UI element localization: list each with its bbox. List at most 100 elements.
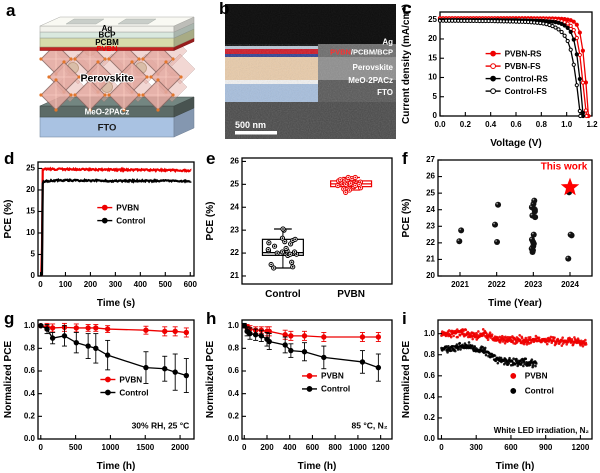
svg-text:0: 0 [439, 443, 444, 452]
svg-text:Normalized PCE: Normalized PCE [401, 341, 412, 419]
svg-text:0.6: 0.6 [228, 366, 240, 375]
svg-text:24: 24 [230, 202, 239, 211]
panel-letter-f: f [402, 149, 408, 168]
svg-text:Ag: Ag [382, 38, 393, 47]
svg-text:This work: This work [541, 161, 588, 172]
svg-text:1500: 1500 [136, 443, 154, 452]
svg-text:PCBM: PCBM [95, 38, 119, 47]
panel-letter-i: i [402, 309, 407, 328]
svg-text:PVBN: PVBN [337, 289, 365, 300]
panel-letter-a: a [6, 1, 16, 20]
svg-text:Time (h): Time (h) [97, 461, 136, 472]
svg-text:1.0: 1.0 [424, 329, 436, 338]
panel-e-pce-boxplot: e Control PVBN 21 22 23 24 25 26 PCE (%) [202, 149, 398, 310]
svg-text:PVBN-FS: PVBN-FS [505, 62, 541, 71]
panel-letter-d: d [4, 149, 15, 168]
svg-text:0.6: 0.6 [24, 366, 36, 375]
svg-text:PVBN: PVBN [119, 375, 142, 384]
svg-text:15: 15 [26, 207, 35, 216]
svg-text:PVBN: PVBN [525, 372, 548, 381]
svg-text:20: 20 [26, 185, 35, 194]
svg-text:24: 24 [426, 205, 435, 214]
svg-text:Normalized PCE: Normalized PCE [3, 341, 14, 419]
svg-text:Ag: Ag [102, 24, 113, 33]
svg-text:Control-FS: Control-FS [505, 87, 548, 96]
svg-text:2023: 2023 [524, 280, 542, 289]
svg-text:Time (s): Time (s) [97, 298, 135, 309]
panel-d-mpp-tracking: d 0 100 200 300 400 500 600 0 5 10 15 20 25 Time (s) P… [0, 149, 202, 310]
pce-vs-time-chart: 0 100 200 300 400 500 600 0 5 10 15 20 25 Time (s) PCE… [3, 161, 198, 309]
svg-text:0: 0 [433, 111, 438, 120]
svg-text:600: 600 [504, 443, 518, 452]
svg-text:0.2: 0.2 [228, 411, 240, 420]
svg-text:200: 200 [84, 280, 98, 289]
svg-text:25: 25 [230, 179, 239, 188]
svg-text:PVBN-RS: PVBN-RS [505, 49, 542, 58]
panel-c-jv-curves: c 0.0 0.2 0.4 0.6 0.8 1.0 1.2 0 5 10 15 20 25 Voltage… [398, 0, 600, 150]
svg-text:PCE (%): PCE (%) [205, 202, 216, 241]
svg-text:0.8: 0.8 [24, 343, 36, 352]
svg-text:23: 23 [426, 221, 435, 230]
svg-text:Normalized PCE: Normalized PCE [205, 341, 216, 419]
svg-text:27: 27 [426, 155, 435, 164]
panel-letter-h: h [206, 309, 217, 328]
svg-text:200: 200 [260, 443, 274, 452]
svg-text:0.8: 0.8 [228, 343, 240, 352]
svg-text:25: 25 [426, 188, 435, 197]
panel-i-light-stability: i 0 300 600 900 1200 0.0 0.2 0.4 0.6 0.8 1.0 Time (… [398, 309, 600, 473]
svg-text:500: 500 [159, 280, 173, 289]
svg-text:0.4: 0.4 [424, 392, 436, 401]
svg-text:0.0: 0.0 [24, 434, 36, 443]
svg-text:FTO: FTO [377, 88, 393, 97]
svg-text:0.2: 0.2 [24, 411, 36, 420]
svg-text:0.0: 0.0 [434, 120, 446, 129]
humidity-stability-chart: 0 500 1000 1500 2000 0.0 0.2 0.4 0.6 0.8 1.0 Time (… [3, 319, 195, 472]
svg-text:22: 22 [426, 238, 435, 247]
svg-text:400: 400 [283, 443, 297, 452]
svg-text:0.6: 0.6 [510, 120, 522, 129]
panel-letter-b: b [219, 0, 230, 18]
pce-boxplot-chart: Control PVBN 21 22 23 24 25 26 PCE (%) [205, 157, 393, 300]
svg-text:1.2: 1.2 [586, 120, 598, 129]
svg-text:Control: Control [116, 216, 145, 225]
svg-text:20: 20 [426, 271, 435, 280]
svg-text:1000: 1000 [349, 443, 367, 452]
svg-text:26: 26 [230, 157, 239, 166]
svg-text:21: 21 [426, 255, 435, 264]
svg-text:Control: Control [119, 388, 148, 397]
jv-curve-chart: 0.0 0.2 0.4 0.6 0.8 1.0 1.2 0 5 10 15 20 25 Voltage (… [401, 4, 598, 149]
svg-text:0: 0 [38, 280, 43, 289]
svg-text:Voltage (V): Voltage (V) [490, 138, 541, 149]
svg-text:25: 25 [26, 164, 35, 173]
svg-text:White LED irradiation, N₂: White LED irradiation, N₂ [494, 426, 590, 435]
svg-text:1.0: 1.0 [24, 321, 36, 330]
svg-text:10: 10 [26, 228, 35, 237]
svg-text:0: 0 [31, 271, 36, 280]
svg-text:900: 900 [539, 443, 553, 452]
svg-text:Time (Year): Time (Year) [488, 298, 542, 309]
svg-text:Time (h): Time (h) [496, 461, 535, 472]
svg-text:600: 600 [184, 280, 198, 289]
svg-text:30% RH, 25 °C: 30% RH, 25 °C [132, 420, 190, 430]
svg-text:Control-RS: Control-RS [505, 74, 549, 83]
svg-text:0: 0 [242, 443, 247, 452]
svg-text:Perovskite: Perovskite [353, 63, 394, 72]
light-stability-chart: 0 300 600 900 1200 0.0 0.2 0.4 0.6 0.8 1.0 Time (h)… [401, 319, 593, 472]
svg-text:100: 100 [59, 280, 73, 289]
svg-text:300: 300 [470, 443, 484, 452]
svg-text:1.0: 1.0 [561, 120, 573, 129]
svg-text:0.4: 0.4 [24, 389, 36, 398]
svg-text:0.4: 0.4 [485, 120, 497, 129]
svg-text:Current density (mA/cm²): Current density (mA/cm²) [401, 4, 412, 124]
svg-text:0.2: 0.2 [424, 413, 436, 422]
svg-text:PCE (%): PCE (%) [3, 200, 14, 239]
svg-text:0: 0 [39, 443, 44, 452]
svg-text:1200: 1200 [372, 443, 390, 452]
svg-text:PVBN: PVBN [116, 203, 139, 212]
svg-text:0.8: 0.8 [424, 350, 436, 359]
svg-text:Control: Control [525, 387, 554, 396]
svg-text:PVBN: PVBN [97, 44, 118, 53]
